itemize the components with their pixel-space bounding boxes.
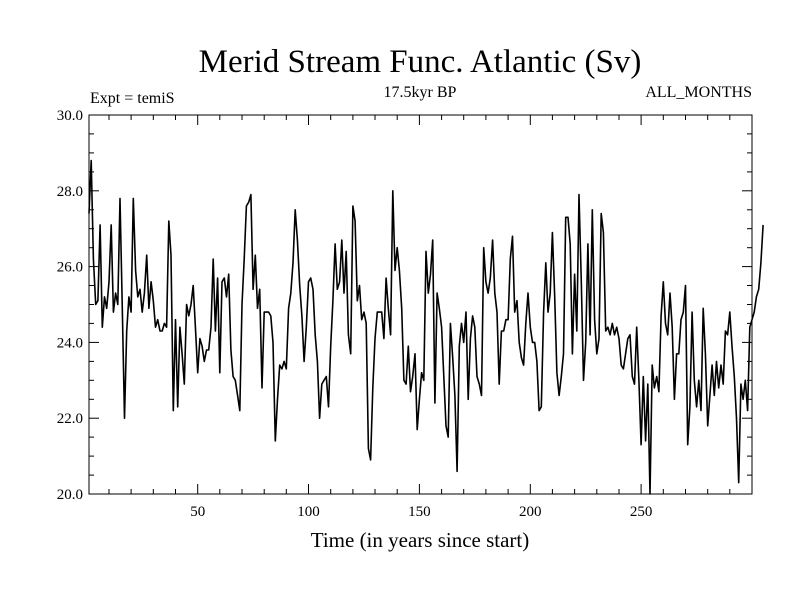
series-group — [88, 159, 764, 495]
x-tick-label: 50 — [190, 504, 205, 520]
series-line — [88, 159, 764, 495]
months-label: ALL_MONTHS — [645, 84, 752, 101]
y-tick-label: 22.0 — [57, 411, 83, 427]
x-tick-label: 250 — [630, 504, 653, 520]
axis-ticks — [89, 114, 752, 495]
x-axis-label: Time (in years since start) — [311, 528, 530, 552]
y-tick-label: 30.0 — [57, 108, 83, 124]
x-tick-label: 150 — [408, 504, 431, 520]
period-label: 17.5kyr BP — [384, 84, 457, 101]
x-tick-label: 200 — [519, 504, 542, 520]
experiment-label: Expt = temiS — [90, 90, 175, 107]
y-tick-label: 28.0 — [57, 184, 83, 200]
chart-title: Merid Stream Func. Atlantic (Sv) — [199, 44, 642, 80]
y-tick-label: 26.0 — [57, 260, 83, 276]
tick-labels: 50 100 150 200 250 20.0 22.0 24.0 26.0 28.0 30.0 — [57, 108, 653, 520]
x-tick-label: 100 — [297, 504, 320, 520]
plot-frame — [88, 114, 753, 495]
y-tick-label: 20.0 — [57, 487, 83, 503]
y-tick-label: 24.0 — [57, 335, 83, 351]
